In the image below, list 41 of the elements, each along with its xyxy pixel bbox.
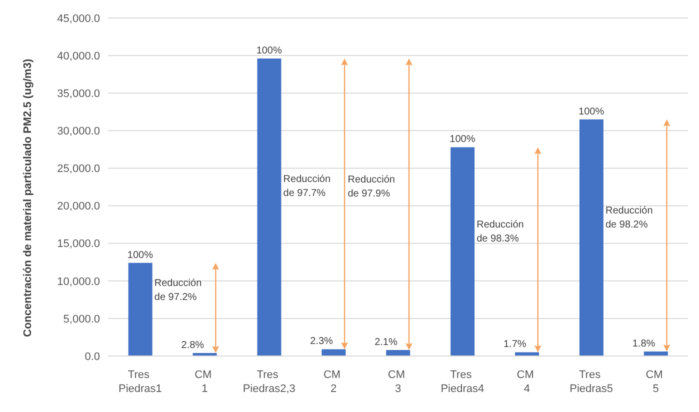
- x-tick-label: CM 4: [516, 369, 537, 395]
- bar: [257, 58, 282, 356]
- annotation: 1.7%: [503, 339, 526, 350]
- x-tick-label: Tres Piedras5: [570, 369, 614, 395]
- annotation: Reducción de 97.9%: [348, 174, 398, 200]
- annotation: 100%: [578, 106, 604, 118]
- bar: [322, 349, 346, 356]
- annotation: 1.8%: [632, 338, 656, 350]
- bar: [579, 119, 604, 356]
- annotation: 100%: [127, 250, 154, 261]
- y-tick-label: 25,000.0: [57, 163, 100, 176]
- bar: [515, 352, 539, 356]
- bar: [128, 262, 152, 356]
- annotation: 2.1%: [374, 336, 398, 348]
- bar: [386, 350, 410, 356]
- annotation: 2.8%: [181, 340, 204, 351]
- x-tick-label: CM 1: [194, 369, 215, 395]
- x-tick-label: Tres Piedras4: [440, 369, 484, 395]
- annotation: 100%: [256, 46, 282, 57]
- y-tick-label: 30,000.0: [57, 126, 100, 138]
- y-tick-label: 35,000.0: [57, 88, 100, 100]
- annotation: Reducción de 98.2%: [606, 205, 656, 230]
- y-axis-title: Concentración de material particulado PM2.5 (ug/m3): [22, 58, 34, 337]
- x-tick-label: Tres Piedras1: [118, 369, 162, 395]
- x-tick-label: Tres Piedras2,3: [242, 369, 296, 395]
- y-tick-label: 5,000.0: [63, 313, 100, 326]
- x-tick-label: CM 3: [388, 369, 408, 395]
- y-tick-label: 40,000.0: [57, 50, 100, 62]
- x-tick-label: CM 2: [323, 369, 344, 395]
- y-tick-label: 10,000.0: [57, 276, 100, 288]
- annotation: Reducción de 97.2%: [154, 278, 204, 303]
- bar: [450, 147, 475, 356]
- annotation: 2.3%: [310, 336, 334, 348]
- annotation: 100%: [450, 134, 476, 146]
- y-tick-label: 0.0: [84, 350, 100, 363]
- y-tick-label: 20,000.0: [57, 200, 100, 213]
- annotation: Reducción de 97.7%: [283, 174, 334, 199]
- annotation: Reducción de 98.3%: [476, 220, 527, 245]
- y-tick-label: 15,000.0: [57, 238, 100, 250]
- x-tick-label: CM 5: [646, 369, 666, 395]
- y-tick-label: 45,000.0: [57, 12, 100, 25]
